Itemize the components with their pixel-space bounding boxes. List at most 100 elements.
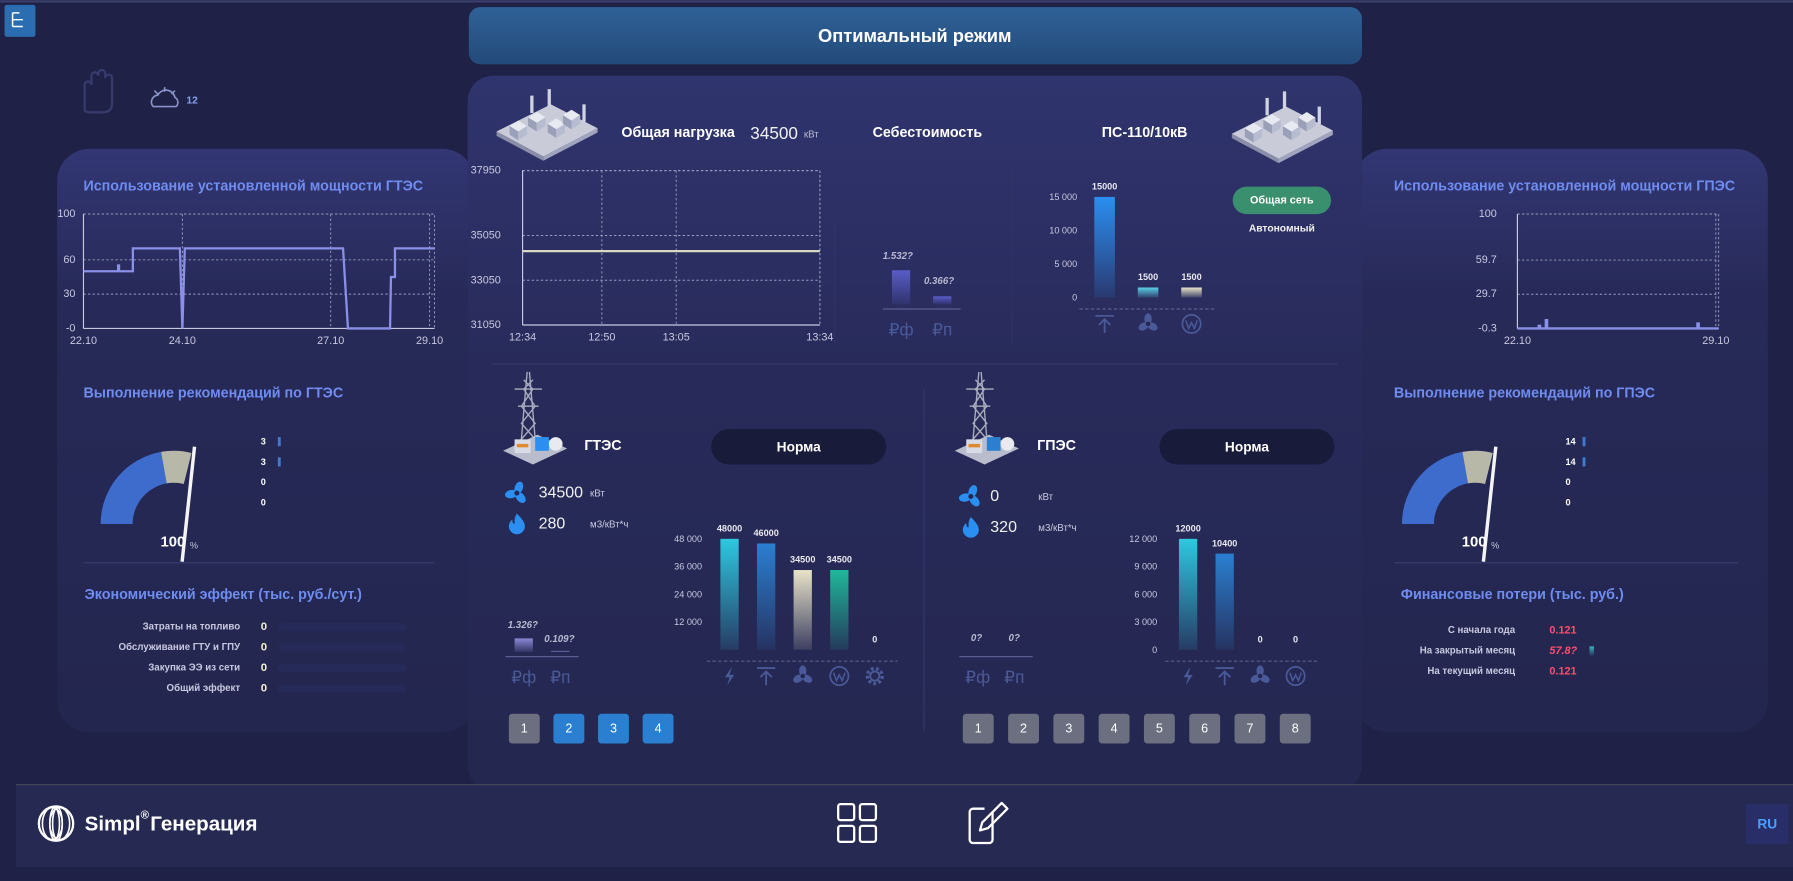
fan-blade xyxy=(799,665,807,677)
plant-power-unit: кВт xyxy=(1038,492,1053,503)
grid-icon-cell[interactable] xyxy=(858,802,878,822)
y-tick-label: 100 xyxy=(57,208,75,220)
panel-title: Выполнение рекомендаций по ГТЭС xyxy=(83,386,343,402)
bar-value-label: 0 xyxy=(1293,634,1298,644)
building-side xyxy=(528,117,537,132)
row-label: С начала года xyxy=(1448,625,1516,636)
y-tick-label: 31050 xyxy=(471,319,501,331)
unit-number[interactable]: 6 xyxy=(1201,722,1208,736)
grid-mode-button[interactable] xyxy=(1232,186,1332,215)
unit-button[interactable] xyxy=(598,713,629,744)
w-ring xyxy=(1181,313,1202,334)
plant-stripe xyxy=(968,443,980,448)
unit-number[interactable]: 4 xyxy=(1111,722,1118,736)
unit-number[interactable]: 3 xyxy=(1065,722,1072,736)
unit-button[interactable] xyxy=(642,713,674,744)
header-title: Оптимальный режим xyxy=(818,25,1012,46)
unit-number[interactable]: 2 xyxy=(1020,722,1027,736)
plant-drum xyxy=(548,437,563,451)
edit-icon[interactable] xyxy=(968,801,1009,845)
icon-fan xyxy=(1250,665,1270,683)
row-track xyxy=(277,643,406,652)
gauge-unit: % xyxy=(190,541,198,551)
bar xyxy=(1215,553,1234,650)
icon-w xyxy=(1285,666,1306,687)
unit-number[interactable]: 1 xyxy=(975,722,982,736)
row-track xyxy=(277,622,406,631)
row-label: На закрытый месяц xyxy=(1420,645,1515,656)
legend-value: 3 xyxy=(261,437,266,447)
unit-number[interactable]: 5 xyxy=(1156,722,1163,736)
grid-icon-cell[interactable] xyxy=(837,824,856,844)
unit-button[interactable] xyxy=(1053,713,1085,744)
cost-value-label: 1.326? xyxy=(508,620,538,631)
plant-fuel: 280 xyxy=(539,515,566,532)
tree-menu-button[interactable] xyxy=(4,4,36,37)
fan-blade xyxy=(504,489,518,499)
unit-number[interactable]: 3 xyxy=(610,722,617,736)
grid-mode-active[interactable]: Общая сеть xyxy=(1250,194,1314,206)
unit-button[interactable] xyxy=(1098,713,1130,744)
brand-registered: ® xyxy=(141,810,150,822)
unit-button[interactable] xyxy=(962,713,994,744)
unit-number[interactable]: 4 xyxy=(655,722,662,736)
x-tick-label: 12:34 xyxy=(509,332,536,344)
unit-number[interactable]: 2 xyxy=(565,722,572,736)
y-tick-label: 60 xyxy=(63,254,75,266)
grid-icon-cell[interactable] xyxy=(837,802,856,822)
load-unit: кВт xyxy=(804,130,819,141)
fan-blade xyxy=(1144,313,1152,325)
row-label: Затраты на топливо xyxy=(143,621,241,632)
unit-number[interactable]: 7 xyxy=(1246,722,1253,736)
bar-value-label: 34500 xyxy=(827,555,852,565)
plant-status: Норма xyxy=(1225,439,1269,454)
grid-icon-cell[interactable] xyxy=(858,824,878,844)
w-glyph xyxy=(1185,320,1198,331)
center-panel xyxy=(467,75,1362,791)
bar-value-label: 15000 xyxy=(1092,182,1117,192)
x-tick-label: 12:50 xyxy=(588,332,615,344)
row-track xyxy=(277,664,406,673)
unit-button[interactable] xyxy=(1008,713,1039,744)
chimney xyxy=(1265,97,1269,116)
unit-button[interactable] xyxy=(553,713,585,744)
language-label[interactable]: RU xyxy=(1757,817,1777,832)
language-button[interactable] xyxy=(1746,804,1789,845)
fan-blade xyxy=(1256,665,1264,677)
unit-button[interactable] xyxy=(1189,713,1221,744)
gauge-arc xyxy=(100,451,167,524)
icon-fire xyxy=(508,513,525,535)
cost-bar xyxy=(551,650,570,653)
logo-stripe xyxy=(48,806,71,841)
row-value: 0 xyxy=(261,641,267,653)
row-value: 0.121 xyxy=(1549,624,1576,636)
bar-value-label: 1500 xyxy=(1138,272,1158,282)
grid-mode-inactive[interactable]: Автономный xyxy=(1249,223,1315,234)
unit-number[interactable]: 1 xyxy=(521,722,528,736)
cost-category: ₽п xyxy=(550,667,570,687)
icon-bolt xyxy=(1183,666,1193,686)
row-track xyxy=(277,684,406,693)
icon-tower xyxy=(1095,314,1114,334)
brand: Simpl xyxy=(85,812,141,835)
y-tick-label: -0 xyxy=(66,322,76,334)
y-tick-label: 0 xyxy=(1152,645,1157,655)
row-bar xyxy=(1589,646,1595,656)
hand-icon xyxy=(83,68,114,114)
legend-value: 14 xyxy=(1565,437,1576,447)
weather-icon xyxy=(150,87,179,108)
unit-button[interactable] xyxy=(508,713,540,744)
unit-button[interactable] xyxy=(1234,713,1266,744)
plant-stripe xyxy=(516,443,529,448)
cost-category: ₽п xyxy=(1004,667,1024,687)
unit-button[interactable] xyxy=(1279,713,1311,744)
bar-value-label: 46000 xyxy=(753,528,778,538)
fan-blade xyxy=(958,493,972,502)
y-tick-label: 12 000 xyxy=(674,617,702,627)
unit-number[interactable]: 8 xyxy=(1292,722,1299,736)
building-side xyxy=(1272,119,1281,134)
unit-button[interactable] xyxy=(1143,713,1175,744)
footer-bar xyxy=(16,784,1793,868)
plant-fuel-unit: м3/кВт*ч xyxy=(590,520,628,531)
w-ring xyxy=(829,666,850,687)
